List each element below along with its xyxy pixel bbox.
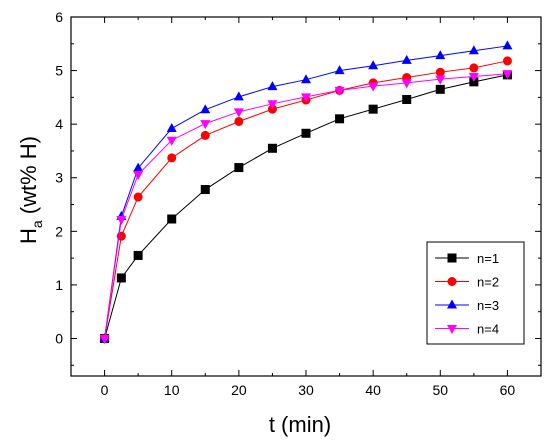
data-point xyxy=(435,50,446,60)
data-point xyxy=(502,56,512,66)
data-point xyxy=(133,250,143,260)
y-axis-title: Ha (wt% H) xyxy=(16,136,45,244)
data-point xyxy=(301,74,311,84)
data-point xyxy=(200,120,211,130)
series-line xyxy=(104,74,508,339)
data-point xyxy=(233,91,244,101)
series-layer xyxy=(99,40,513,344)
data-point xyxy=(335,114,345,124)
legend-marker xyxy=(447,299,457,309)
data-point xyxy=(401,79,412,89)
data-point xyxy=(267,100,278,110)
y-tick-label: 3 xyxy=(55,170,63,186)
legend-entry: n=2 xyxy=(435,275,499,290)
data-point xyxy=(200,130,210,140)
data-point xyxy=(167,214,177,224)
data-point xyxy=(468,45,479,55)
x-axis-title: t (min) xyxy=(269,412,331,437)
x-tick-label: 50 xyxy=(432,382,448,398)
series-4 xyxy=(99,70,513,344)
series-line xyxy=(104,45,508,339)
data-point xyxy=(133,162,144,172)
data-point xyxy=(334,65,345,75)
data-point xyxy=(267,143,277,153)
data-point xyxy=(116,216,127,226)
y-tick-label: 2 xyxy=(55,223,63,239)
y-tick-label: 1 xyxy=(55,277,63,293)
legend-label: n=1 xyxy=(477,251,499,266)
data-point xyxy=(234,116,244,126)
legend-marker xyxy=(447,325,457,334)
legend-box xyxy=(426,241,525,345)
data-point xyxy=(402,95,412,105)
data-point xyxy=(233,108,244,118)
data-point xyxy=(334,86,345,96)
data-point xyxy=(133,171,144,181)
data-point xyxy=(200,185,210,195)
x-tick-label: 40 xyxy=(365,382,381,398)
data-point xyxy=(267,81,278,91)
data-point xyxy=(116,273,126,283)
plot-area: 0 10 20 30 40 50 60 0 1 2 3 4 5 6 xyxy=(55,9,542,398)
data-point xyxy=(301,93,311,103)
legend-label: n=2 xyxy=(477,275,499,290)
data-point xyxy=(166,122,177,132)
data-point xyxy=(234,163,244,173)
legend-marker xyxy=(447,253,457,263)
series-line xyxy=(104,60,508,339)
legend-entry: n=3 xyxy=(435,298,499,313)
legend-marker xyxy=(447,277,457,286)
y-axis-title-subscript: a xyxy=(29,220,45,228)
data-point xyxy=(368,104,378,114)
series-line xyxy=(104,73,508,339)
x-tick-label: 10 xyxy=(164,382,180,398)
data-point xyxy=(99,334,110,344)
data-point xyxy=(435,67,445,77)
x-tick-label: 30 xyxy=(298,382,314,398)
data-point xyxy=(435,84,445,94)
data-point xyxy=(368,60,379,70)
legend-entry: n=1 xyxy=(435,251,499,266)
y-tick-label: 5 xyxy=(55,63,63,79)
x-tick-label: 20 xyxy=(231,382,247,398)
data-point xyxy=(166,136,177,146)
y-axis-title-main: H xyxy=(16,228,41,244)
y-tick-label: 0 xyxy=(55,330,63,346)
data-point xyxy=(401,54,412,64)
data-point xyxy=(468,72,479,82)
legend-label: n=4 xyxy=(477,322,499,337)
data-point xyxy=(502,40,513,50)
legend-label: n=3 xyxy=(477,298,499,313)
legend-entry: n=4 xyxy=(435,322,499,337)
y-tick-label: 6 xyxy=(55,9,63,25)
data-point xyxy=(502,70,513,80)
data-point xyxy=(133,192,143,202)
data-point xyxy=(167,153,177,163)
y-axis-title-rest: (wt% H) xyxy=(16,136,41,220)
data-point xyxy=(469,63,479,73)
x-tick-label: 60 xyxy=(500,382,516,398)
legend: n=1 n=2 n=3 n=4 xyxy=(426,241,525,345)
data-point xyxy=(301,128,311,138)
y-tick-label: 4 xyxy=(55,116,63,132)
data-point xyxy=(435,75,446,85)
x-tick-label: 0 xyxy=(101,382,109,398)
data-point xyxy=(200,104,211,114)
data-point xyxy=(368,82,379,92)
